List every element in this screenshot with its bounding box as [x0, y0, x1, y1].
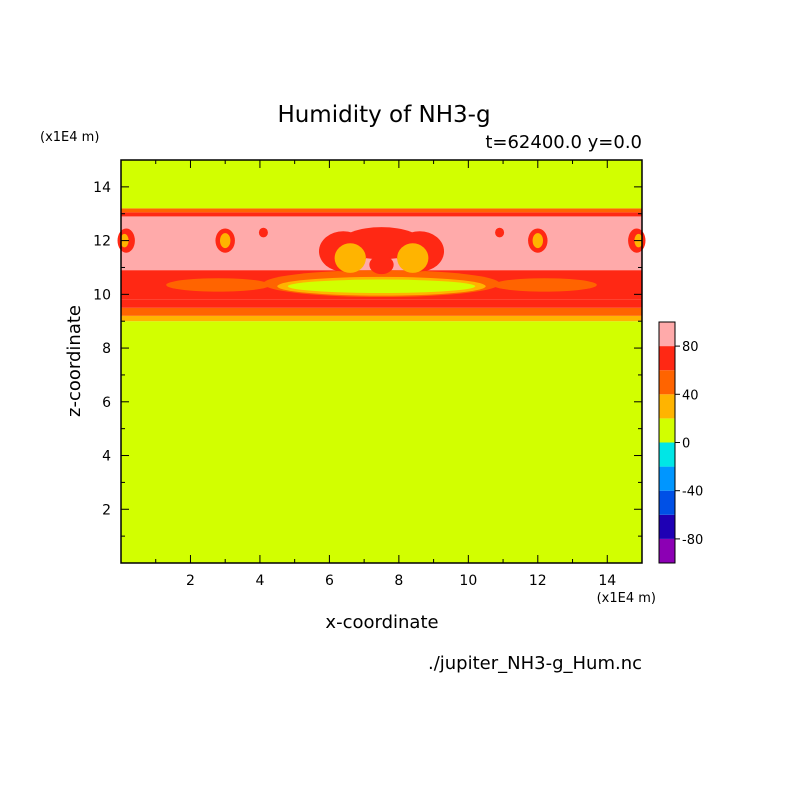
- contour-band: [121, 321, 642, 563]
- x-axis-label: x-coordinate: [325, 612, 438, 633]
- contour-band: [121, 208, 642, 213]
- colorbar-segment: [659, 370, 675, 395]
- contour-region: [334, 243, 366, 273]
- colorbar-segment: [659, 394, 675, 419]
- plot-area: [117, 159, 646, 564]
- y-tick-label: 12: [93, 234, 111, 250]
- contour-band: [121, 212, 642, 217]
- y-axis: 2 4 6 8 10 12 14: [93, 180, 642, 537]
- field-blobs: [117, 227, 646, 298]
- colorbar-tick-label: -80: [682, 533, 703, 548]
- x-tick-label: 4: [255, 573, 264, 589]
- y-tick-label: 10: [93, 287, 111, 303]
- contour-region: [532, 233, 544, 249]
- contour-region: [369, 255, 394, 275]
- y-axis-unit: (x1E4 m): [40, 130, 99, 145]
- y-tick-label: 14: [93, 180, 111, 196]
- colorbar-tick-label: 80: [682, 340, 699, 355]
- chart-subtitle: t=62400.0 y=0.0: [485, 132, 642, 153]
- contour-region: [397, 243, 429, 273]
- field-bands: [121, 160, 642, 563]
- contour-band: [121, 299, 642, 308]
- colorbar-segment: [659, 442, 675, 467]
- colorbar-segment: [659, 490, 675, 515]
- y-tick-label: 4: [102, 449, 111, 465]
- colorbar-segment: [659, 514, 675, 539]
- contour-region: [495, 227, 505, 238]
- y-tick-label: 2: [102, 502, 111, 518]
- contour-region: [492, 278, 597, 292]
- x-tick-label: 10: [459, 573, 477, 589]
- colorbar-segment: [659, 538, 675, 563]
- contour-band: [121, 307, 642, 316]
- x-tick-label: 6: [325, 573, 334, 589]
- chart-title: Humidity of NH3-g: [277, 102, 490, 128]
- x-tick-label: 8: [394, 573, 403, 589]
- colorbar-segment: [659, 418, 675, 443]
- x-tick-label: 12: [529, 573, 547, 589]
- contour-region: [166, 278, 271, 292]
- colorbar-segment: [659, 466, 675, 491]
- contour-band: [121, 315, 642, 322]
- colorbar-tick-label: 0: [682, 437, 690, 452]
- x-axis: 2 4 6 8 10 12 14: [155, 160, 616, 589]
- x-tick-label: 2: [186, 573, 195, 589]
- colorbar-segment: [659, 346, 675, 371]
- contour-region: [219, 233, 231, 249]
- contour-region: [258, 227, 268, 238]
- colorbar: 80 40 0 -40 -80: [658, 321, 703, 564]
- x-axis-unit: (x1E4 m): [597, 591, 656, 606]
- x-tick-label: 14: [598, 573, 616, 589]
- y-tick-label: 8: [102, 341, 111, 357]
- contour-region: [287, 279, 476, 293]
- contour-band: [121, 160, 642, 209]
- y-tick-label: 6: [102, 395, 111, 411]
- colorbar-segment: [659, 322, 675, 347]
- colorbar-tick-label: -40: [682, 485, 703, 500]
- y-axis-label: z-coordinate: [64, 305, 85, 417]
- plot-frame: [120, 159, 643, 564]
- source-file-label: ./jupiter_NH3-g_Hum.nc: [428, 653, 642, 674]
- colorbar-tick-label: 40: [682, 388, 699, 403]
